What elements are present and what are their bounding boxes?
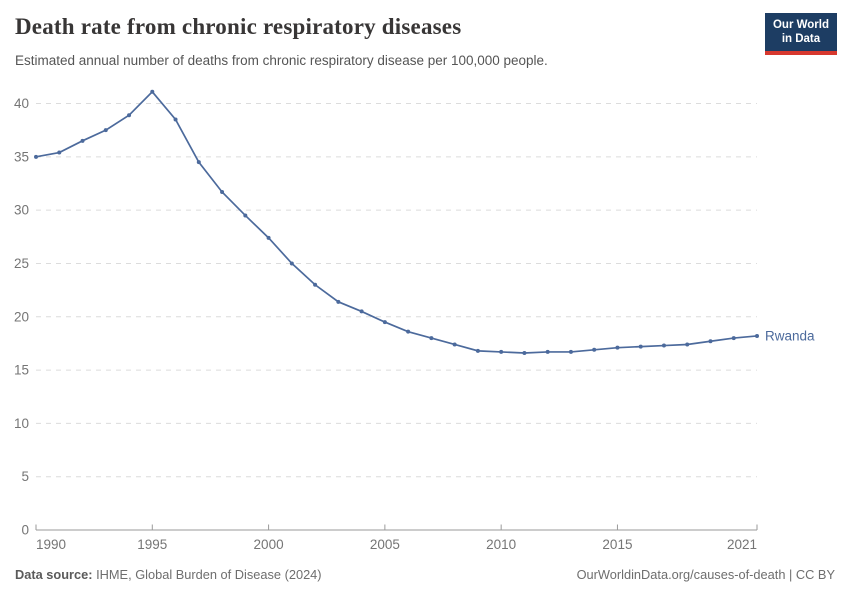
data-source-text: IHME, Global Burden of Disease (2024) — [92, 567, 322, 582]
data-point-2016 — [638, 344, 643, 349]
data-point-2015 — [615, 345, 620, 350]
y-axis-label-10: 10 — [14, 416, 29, 431]
rwanda-line-series[interactable] — [34, 89, 759, 356]
x-axis-label-2010: 2010 — [486, 537, 516, 552]
x-axis-label-2005: 2005 — [370, 537, 400, 552]
rwanda-series-label[interactable]: Rwanda — [765, 328, 815, 343]
data-point-2020 — [731, 336, 736, 341]
data-point-1994 — [127, 113, 132, 118]
y-axis-label-0: 0 — [21, 523, 29, 538]
data-source-label: Data source: — [15, 567, 93, 582]
y-axis-label-20: 20 — [14, 309, 29, 324]
data-point-2008 — [452, 342, 457, 347]
data-point-2006 — [406, 329, 411, 334]
data-point-2019 — [708, 339, 713, 344]
y-axis-label-40: 40 — [14, 96, 29, 111]
x-axis-label-2021: 2021 — [727, 537, 757, 552]
data-point-1997 — [196, 160, 201, 165]
x-axis-label-2000: 2000 — [254, 537, 284, 552]
owid-logo[interactable]: Our World in Data — [764, 13, 837, 55]
data-point-1992 — [80, 138, 85, 143]
data-point-1995 — [150, 89, 155, 94]
data-point-1993 — [103, 128, 108, 133]
series-line — [35, 90, 758, 354]
owid-logo-line2: in Data — [781, 33, 821, 46]
data-point-2005 — [382, 320, 387, 325]
data-point-2009 — [475, 348, 480, 353]
chart-subtitle: Estimated annual number of deaths from c… — [15, 53, 548, 68]
data-point-2013 — [568, 349, 573, 354]
y-axis-label-15: 15 — [14, 363, 29, 378]
data-point-2000 — [266, 235, 271, 240]
data-point-1996 — [173, 117, 178, 122]
data-point-1998 — [220, 189, 225, 194]
data-point-2004 — [359, 309, 364, 314]
data-point-1990 — [34, 154, 38, 159]
data-point-2002 — [313, 282, 318, 287]
y-axis-label-35: 35 — [14, 149, 29, 164]
y-axis-label-30: 30 — [14, 203, 29, 218]
line-chart[interactable]: 0 5 10 15 20 25 30 35 40 1990 1995 2000 2005 2010 2015… — [0, 0, 850, 558]
data-source-note: Data source: IHME, Global Burden of Dise… — [15, 567, 322, 582]
data-point-2001 — [289, 261, 294, 266]
data-point-2012 — [545, 349, 550, 354]
data-point-2003 — [336, 299, 341, 304]
x-axis-label-2015: 2015 — [602, 537, 632, 552]
x-axis-label-1995: 1995 — [137, 537, 167, 552]
owid-license-link[interactable]: OurWorldinData.org/causes-of-death | CC … — [576, 567, 835, 582]
chart-title: Death rate from chronic respiratory dise… — [15, 14, 462, 39]
data-point-2011 — [522, 351, 527, 356]
y-axis-label-25: 25 — [14, 256, 29, 271]
data-point-2018 — [685, 342, 690, 347]
owid-logo-line1: Our World — [772, 19, 829, 31]
data-point-2017 — [661, 343, 666, 348]
data-point-2007 — [429, 336, 434, 341]
data-point-1991 — [57, 150, 62, 155]
y-axis-label-5: 5 — [21, 469, 29, 484]
x-axis-label-1990: 1990 — [36, 537, 66, 552]
data-point-2010 — [499, 349, 504, 354]
data-point-2021 — [755, 333, 759, 338]
data-point-1999 — [243, 213, 248, 218]
data-point-2014 — [592, 347, 597, 352]
